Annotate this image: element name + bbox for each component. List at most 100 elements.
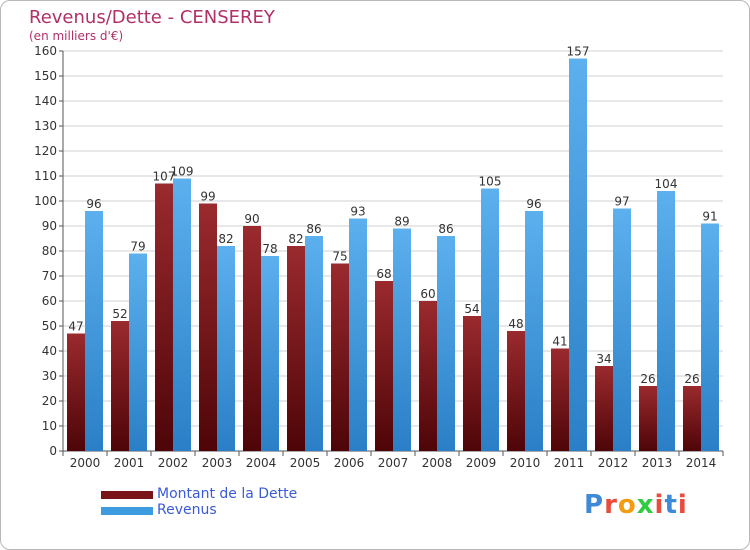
bar-revenus [657, 191, 675, 451]
x-tick-label: 2013 [642, 456, 673, 470]
x-tick-label: 2002 [158, 456, 189, 470]
y-tick-label: 90 [42, 219, 57, 233]
x-tick-label: 2014 [686, 456, 717, 470]
bar-dette [199, 203, 217, 451]
bar-revenus [613, 208, 631, 451]
data-label: 91 [702, 210, 717, 224]
bar-dette [375, 281, 393, 451]
data-label: 96 [526, 197, 541, 211]
bar-revenus [569, 58, 587, 451]
bar-dette [243, 226, 261, 451]
x-tick-label: 2005 [290, 456, 321, 470]
y-tick-label: 140 [34, 94, 57, 108]
data-label: 97 [614, 195, 629, 209]
bar-dette [111, 321, 129, 451]
bar-revenus [701, 223, 719, 451]
data-label: 78 [262, 242, 277, 256]
y-tick-label: 110 [34, 169, 57, 183]
bar-revenus [261, 256, 279, 451]
bar-revenus [525, 211, 543, 451]
y-tick-label: 0 [49, 444, 57, 458]
bar-revenus [349, 218, 367, 451]
data-label: 41 [552, 335, 567, 349]
data-label: 107 [153, 170, 176, 184]
y-tick-label: 10 [42, 419, 57, 433]
legend-label-revenus: Revenus [157, 502, 217, 518]
bar-dette [683, 386, 701, 451]
bar-revenus [305, 236, 323, 451]
data-label: 52 [112, 307, 127, 321]
bar-revenus [129, 253, 147, 451]
y-tick-label: 100 [34, 194, 57, 208]
bar-dette [287, 246, 305, 451]
x-tick-label: 2003 [202, 456, 233, 470]
x-tick-label: 2007 [378, 456, 409, 470]
data-label: 89 [394, 215, 409, 229]
y-tick-label: 30 [42, 369, 57, 383]
data-label: 48 [508, 317, 523, 331]
data-label: 47 [68, 320, 83, 334]
y-tick-label: 130 [34, 119, 57, 133]
chart-title: Revenus/Dette - CENSEREY [29, 7, 275, 28]
bar-dette [331, 263, 349, 451]
bar-dette [155, 183, 173, 451]
legend-label-dette: Montant de la Dette [157, 486, 298, 502]
data-label: 86 [306, 222, 321, 236]
x-tick-label: 2010 [510, 456, 541, 470]
proxiti-logo: Proxiti [584, 490, 688, 520]
bar-dette [551, 348, 569, 451]
chart-subtitle: (en milliers d'€) [29, 29, 124, 43]
y-tick-label: 50 [42, 319, 57, 333]
bar-dette [595, 366, 613, 451]
x-tick-label: 2000 [70, 456, 101, 470]
x-tick-label: 2009 [466, 456, 497, 470]
data-label: 75 [332, 250, 347, 264]
data-label: 109 [171, 165, 194, 179]
data-label: 82 [218, 232, 233, 246]
y-tick-label: 150 [34, 69, 57, 83]
y-tick-label: 160 [34, 44, 57, 58]
bar-revenus [393, 228, 411, 451]
x-tick-label: 2004 [246, 456, 277, 470]
data-label: 90 [244, 212, 259, 226]
data-label: 26 [684, 372, 699, 386]
y-tick-label: 60 [42, 294, 57, 308]
data-label: 79 [130, 240, 145, 254]
bar-dette [639, 386, 657, 451]
legend-swatch-dette [101, 491, 153, 499]
bar-revenus [85, 211, 103, 451]
y-tick-label: 20 [42, 394, 57, 408]
x-tick-label: 2012 [598, 456, 629, 470]
bar-revenus [437, 236, 455, 451]
legend-swatch-revenus [101, 507, 153, 515]
data-label: 86 [438, 222, 453, 236]
y-tick-label: 40 [42, 344, 57, 358]
data-label: 54 [464, 302, 479, 316]
x-tick-label: 2006 [334, 456, 365, 470]
y-tick-label: 80 [42, 244, 57, 258]
bar-dette [507, 331, 525, 451]
data-label: 104 [655, 177, 678, 191]
bar-revenus [217, 246, 235, 451]
x-tick-label: 2011 [554, 456, 585, 470]
bar-dette [419, 301, 437, 451]
data-label: 99 [200, 190, 215, 204]
data-label: 68 [376, 267, 391, 281]
data-label: 93 [350, 205, 365, 219]
data-label: 96 [86, 197, 101, 211]
x-tick-label: 2008 [422, 456, 453, 470]
bar-revenus [173, 178, 191, 451]
y-tick-label: 70 [42, 269, 57, 283]
data-label: 26 [640, 372, 655, 386]
bar-dette [67, 333, 85, 451]
data-label: 157 [567, 45, 590, 59]
x-tick-label: 2001 [114, 456, 145, 470]
data-label: 82 [288, 232, 303, 246]
data-label: 105 [479, 175, 502, 189]
data-label: 60 [420, 287, 435, 301]
data-label: 34 [596, 352, 611, 366]
y-tick-label: 120 [34, 144, 57, 158]
bar-revenus [481, 188, 499, 451]
